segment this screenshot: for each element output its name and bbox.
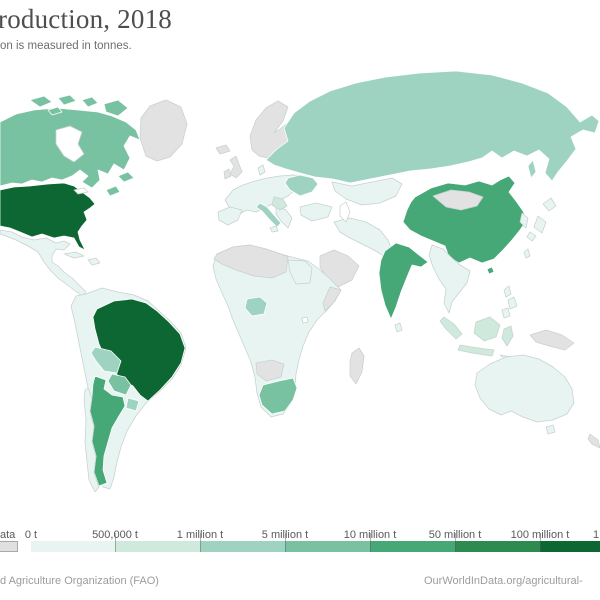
lake-victoria xyxy=(301,316,309,324)
legend-tick xyxy=(115,533,116,552)
country-philippines[interactable] xyxy=(507,296,518,310)
country-indonesia-sulawesi[interactable] xyxy=(501,325,514,347)
country-north-africa[interactable] xyxy=(213,244,289,279)
footer-source: d Agriculture Organization (FAO) xyxy=(0,575,159,587)
country-canada-island[interactable] xyxy=(81,96,99,108)
country-usa[interactable] xyxy=(0,182,96,251)
country-india[interactable] xyxy=(378,242,429,320)
country-canada-island[interactable] xyxy=(47,106,63,116)
legend-segment-500k-1m[interactable] xyxy=(115,541,200,552)
country-sri-lanka[interactable] xyxy=(394,322,403,333)
country-balkans[interactable] xyxy=(275,205,293,229)
legend-tick xyxy=(200,533,201,552)
legend-tick-label: 500,000 t xyxy=(92,529,138,541)
country-uruguay[interactable] xyxy=(125,397,140,412)
country-cuba[interactable] xyxy=(63,251,85,259)
country-indonesia-sumatra[interactable] xyxy=(439,316,463,340)
country-ireland[interactable] xyxy=(223,168,232,180)
legend-segment-1m-5m[interactable] xyxy=(200,541,285,552)
legend-tick-label: 100 million t xyxy=(510,529,570,541)
country-china[interactable] xyxy=(402,175,528,264)
country-africa-other[interactable] xyxy=(212,244,342,418)
country-greenland[interactable] xyxy=(139,99,188,162)
country-south-africa[interactable] xyxy=(258,377,298,415)
country-taiwan[interactable] xyxy=(523,248,531,259)
chart-subtitle: on is measured in tonnes. xyxy=(0,40,132,52)
legend-nodata-label: ata xyxy=(0,529,16,541)
country-iceland[interactable] xyxy=(215,144,231,155)
legend-tick-label: 5 million t xyxy=(261,529,309,541)
country-philippines[interactable] xyxy=(503,285,512,298)
legend-tick xyxy=(285,533,286,552)
country-sicily[interactable] xyxy=(269,225,279,233)
country-mongolia[interactable] xyxy=(432,189,484,211)
country-madagascar[interactable] xyxy=(349,347,365,385)
country-japan-hokkaido[interactable] xyxy=(542,197,557,212)
country-turkey[interactable] xyxy=(299,202,333,222)
country-canada-island[interactable] xyxy=(29,95,53,108)
country-canada-maritimes[interactable] xyxy=(105,185,121,197)
country-uk[interactable] xyxy=(229,155,243,179)
country-china-hainan[interactable] xyxy=(486,266,495,275)
country-ukraine[interactable] xyxy=(284,174,319,197)
country-russia[interactable] xyxy=(265,70,600,184)
country-tasmania[interactable] xyxy=(545,424,556,435)
country-canada-baffin[interactable] xyxy=(103,99,129,117)
country-new-guinea[interactable] xyxy=(529,329,575,351)
legend-bar: 0 t 500,000 t 1 million t 5 million t 10 mil… xyxy=(0,529,600,555)
legend-segment-0-500k[interactable] xyxy=(31,541,115,552)
legend-tick-label-cut: 1 xyxy=(593,529,600,541)
country-se-asia[interactable] xyxy=(428,244,471,314)
legend-tick-label: 0 t xyxy=(24,529,38,541)
country-somalia[interactable] xyxy=(322,286,342,312)
country-new-zealand[interactable] xyxy=(587,433,600,449)
country-australia[interactable] xyxy=(474,354,575,423)
country-mexico[interactable] xyxy=(0,229,87,297)
country-indonesia-borneo[interactable] xyxy=(473,316,501,342)
legend-tick-label: 50 million t xyxy=(428,529,482,541)
legend-segment-50m-100m[interactable] xyxy=(455,541,540,552)
country-middle-east[interactable] xyxy=(333,217,393,257)
country-hungary-serbia[interactable] xyxy=(271,196,288,211)
legend-tick xyxy=(540,533,541,552)
country-paraguay[interactable] xyxy=(107,373,132,396)
footer-link[interactable]: OurWorldInData.org/agricultural- xyxy=(424,575,583,587)
country-egypt[interactable] xyxy=(287,259,313,285)
legend-tick-label: 1 million t xyxy=(176,529,224,541)
caspian-sea xyxy=(339,201,351,223)
country-nigeria[interactable] xyxy=(244,296,268,317)
country-philippines[interactable] xyxy=(501,307,511,319)
country-indonesia-java[interactable] xyxy=(457,344,495,357)
country-bolivia[interactable] xyxy=(90,346,122,374)
country-canada-island[interactable] xyxy=(57,94,77,106)
country-denmark[interactable] xyxy=(257,164,266,176)
legend-nodata-swatch[interactable] xyxy=(0,541,18,552)
legend-tick xyxy=(455,533,456,552)
country-chile[interactable] xyxy=(83,387,100,493)
country-namibia-botswana[interactable] xyxy=(255,359,285,382)
great-lakes xyxy=(73,187,89,195)
country-arabia[interactable] xyxy=(319,249,360,288)
country-korea[interactable] xyxy=(519,212,529,229)
country-central-asia[interactable] xyxy=(331,177,403,206)
country-hispaniola[interactable] xyxy=(87,257,101,266)
legend-tick-label: 10 million t xyxy=(343,529,397,541)
legend-segment-10m-50m[interactable] xyxy=(370,541,455,552)
country-japan-kyushu[interactable] xyxy=(526,231,537,242)
country-russia-sakhalin[interactable] xyxy=(527,159,537,179)
legend-segment-100m+[interactable] xyxy=(540,541,600,552)
country-japan-honshu[interactable] xyxy=(533,215,547,234)
country-italy[interactable] xyxy=(255,202,282,228)
legend-tick xyxy=(370,533,371,552)
country-iberia[interactable] xyxy=(217,206,243,226)
hudson-bay xyxy=(55,125,85,163)
legend-segment-5m-10m[interactable] xyxy=(285,541,370,552)
country-canada-newfoundland[interactable] xyxy=(117,171,135,183)
chart-title: roduction, 2018 xyxy=(0,4,172,34)
